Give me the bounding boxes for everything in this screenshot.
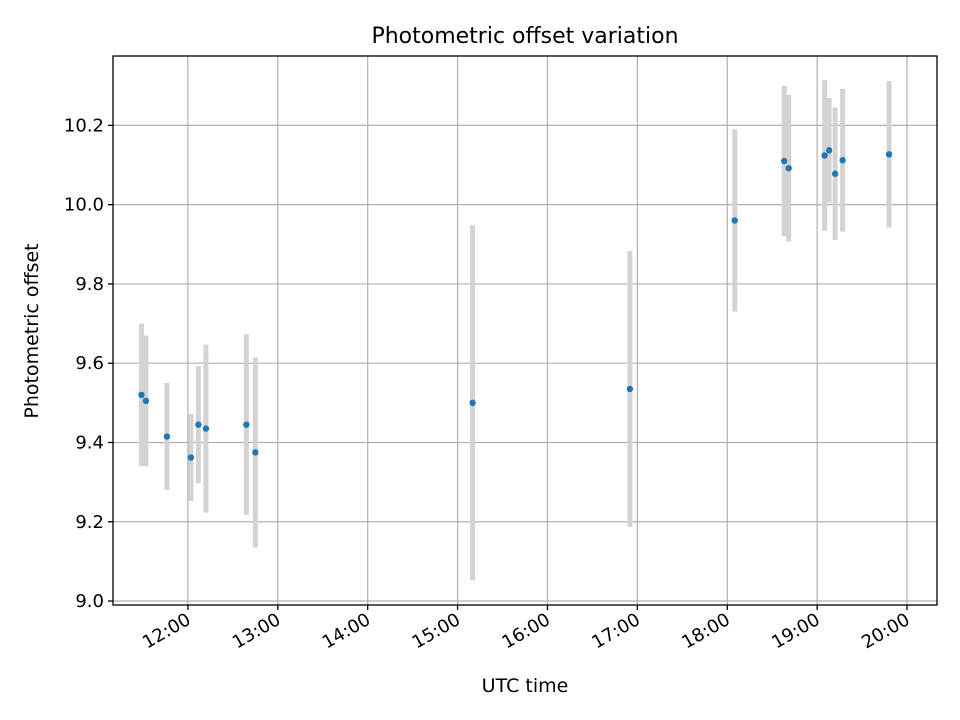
y-tick-label: 9.0 <box>75 591 104 612</box>
y-axis-ticks: 9.0 9.2 9.4 9.6 9.8 10.0 10.2 <box>64 115 113 612</box>
error-bars <box>138 80 892 581</box>
y-tick-label: 9.8 <box>75 274 104 295</box>
x-tick-label: 16:00 <box>499 609 554 653</box>
data-point <box>469 399 476 407</box>
data-point <box>885 151 893 158</box>
y-tick-label: 9.6 <box>75 353 104 374</box>
data-point <box>626 385 634 393</box>
y-tick-label: 9.4 <box>75 432 104 453</box>
data-point <box>142 397 150 405</box>
y-tick-label: 10.0 <box>64 195 104 216</box>
data-point <box>839 157 846 164</box>
x-tick-label: 12:00 <box>139 609 194 653</box>
x-tick-label: 20:00 <box>858 609 913 653</box>
data-point <box>731 217 738 224</box>
x-tick-label: 15:00 <box>409 609 464 653</box>
x-tick-label: 14:00 <box>319 609 374 653</box>
data-point <box>163 433 171 440</box>
data-point <box>821 152 828 159</box>
plot-area-frame <box>112 55 938 606</box>
data-point <box>187 454 195 461</box>
x-tick-label: 19:00 <box>768 609 823 653</box>
data-point <box>831 170 839 177</box>
y-axis-label: Photometric offset <box>21 243 43 418</box>
x-tick-label: 18:00 <box>678 609 733 653</box>
y-tick-label: 10.2 <box>64 115 104 136</box>
x-tick-label: 13:00 <box>229 609 284 653</box>
data-point <box>825 147 833 154</box>
grid <box>113 56 937 605</box>
data-point <box>243 421 250 428</box>
data-point <box>252 449 259 456</box>
x-axis-label: UTC time <box>482 675 569 697</box>
x-axis-ticks: 12:00 13:00 14:00 15:00 16:00 17:00 18:00 19:00… <box>139 605 914 653</box>
chart-title: Photometric offset variation <box>371 24 678 49</box>
data-point <box>195 421 202 428</box>
x-tick-label: 17:00 <box>588 609 643 653</box>
data-points <box>138 147 893 461</box>
y-tick-label: 9.2 <box>75 512 104 533</box>
data-point <box>780 157 788 165</box>
data-point <box>202 425 210 432</box>
data-point <box>138 391 145 399</box>
data-point <box>785 164 792 172</box>
